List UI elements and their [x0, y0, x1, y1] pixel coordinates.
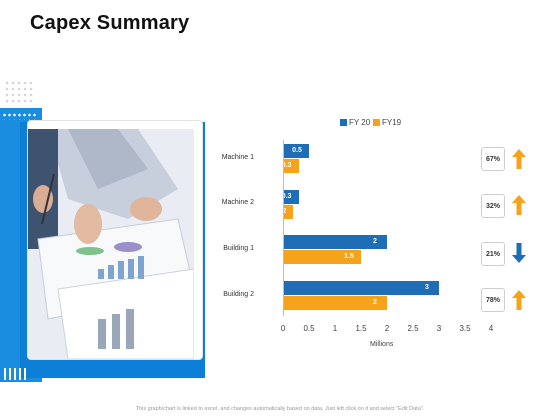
bar-value-label: 1.5 — [344, 253, 354, 260]
x-tick-label: 4 — [488, 324, 494, 333]
bar-fy19 — [283, 250, 361, 264]
y-axis-line — [283, 140, 284, 316]
page-title: Capex Summary — [30, 12, 190, 34]
decorative-stripes — [4, 368, 26, 380]
arrow-up-icon — [512, 195, 526, 215]
x-axis-label: Millions — [370, 341, 394, 348]
x-tick-label: 3 — [436, 324, 442, 333]
bar-fy20 — [283, 190, 299, 204]
category-label: Machine 1 — [221, 154, 254, 161]
bar-fy20 — [283, 144, 309, 158]
arrow-up-icon — [512, 149, 526, 169]
category-label: Machine 2 — [221, 199, 254, 206]
x-tick-label: 0 — [280, 324, 286, 333]
decorative-dots — [4, 80, 34, 106]
business-meeting-photo — [28, 129, 194, 359]
bar-value-label: 0.2 — [276, 208, 287, 215]
x-tick-label: 3.5 — [459, 324, 471, 333]
x-tick-label: 2.5 — [407, 324, 419, 333]
legend-label-fy20: FY 20 — [349, 118, 371, 127]
arrow-up-icon — [512, 290, 526, 310]
x-tick-label: 1.5 — [355, 324, 367, 333]
percent-change-badge: 67% — [481, 147, 505, 171]
bar-value-label: 0.3 — [281, 193, 292, 200]
bar-value-label: 2 — [373, 299, 377, 306]
legend-label-fy19: FY19 — [382, 118, 402, 127]
bar-value-label: 0.3 — [281, 162, 292, 169]
arrow-down-icon — [512, 243, 526, 263]
legend-marker-fy20 — [340, 119, 347, 126]
photo-card — [27, 120, 203, 360]
bar-value-label: 0.5 — [292, 147, 302, 154]
bar-fy19 — [283, 296, 387, 310]
bar-fy20 — [283, 281, 439, 295]
legend-marker-fy19 — [373, 119, 380, 126]
percent-change-badge: 21% — [481, 242, 505, 266]
decorative-white-dots — [2, 112, 38, 120]
category-label: Building 1 — [223, 245, 254, 252]
footer-note: This graph/chart is linked to excel, and… — [135, 406, 425, 412]
bar-value-label: 2 — [373, 238, 377, 245]
bar-value-label: 3 — [425, 284, 429, 291]
bar-fy20 — [283, 235, 387, 249]
category-label: Building 2 — [223, 291, 254, 298]
x-tick-label: 0.5 — [303, 324, 315, 333]
x-tick-label: 2 — [384, 324, 390, 333]
bar-fy19 — [283, 205, 294, 219]
bar-fy19 — [283, 159, 299, 173]
x-tick-label: 1 — [332, 324, 338, 333]
percent-change-badge: 78% — [481, 288, 505, 312]
percent-change-badge: 32% — [481, 194, 505, 218]
photo-illustration — [28, 129, 194, 359]
